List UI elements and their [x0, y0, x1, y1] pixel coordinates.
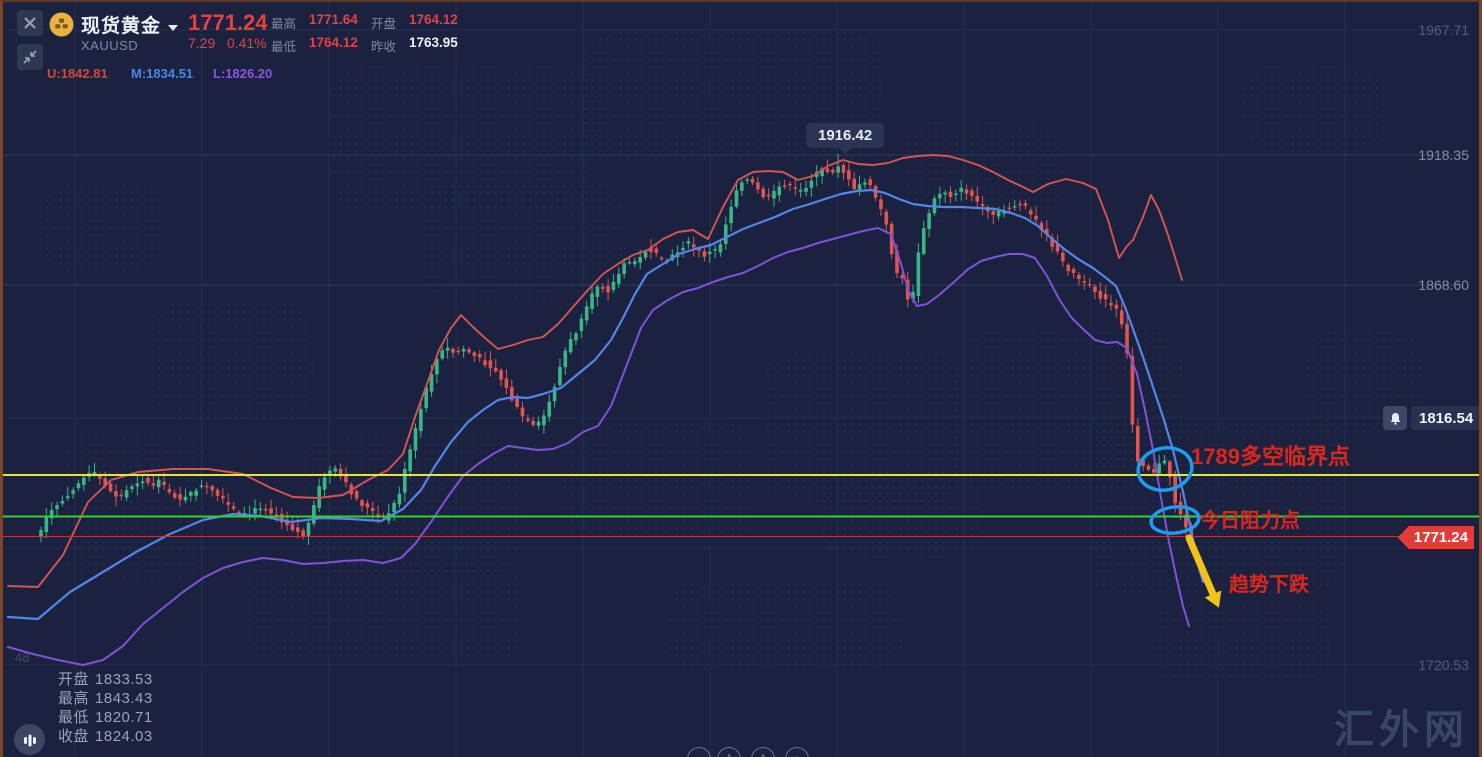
ohlc-high-row: 最高 1843.43	[58, 687, 159, 707]
axis-label-1720: 1720.53	[1418, 657, 1469, 673]
symbol-code: XAUUSD	[81, 38, 139, 53]
ohlc-high-label: 最高	[58, 690, 90, 707]
ohlc-close-row: 收盘 1824.03	[58, 725, 159, 745]
close-icon	[24, 17, 36, 29]
ohlc-low-value: 1820.71	[95, 709, 153, 726]
last-price: 1771.24	[188, 10, 268, 35]
axis-label-1967: 1967.71	[1418, 22, 1469, 38]
site-watermark: 汇外网	[1334, 708, 1469, 752]
annotation-resistance: 今日阻力点	[1200, 510, 1300, 532]
ohlc-open-label: 开盘	[58, 671, 90, 688]
ohlc-low-row: 最低 1820.71	[58, 706, 159, 726]
peak-price-value: 1916.42	[818, 127, 873, 144]
axis-label-1868: 1868.60	[1418, 277, 1469, 293]
peak-price-tooltip: 1916.42	[806, 123, 885, 154]
ohlc-open-row: 开盘 1833.53	[58, 668, 159, 688]
boll-middle-readout: M:1834.51	[131, 66, 194, 81]
stat-prevclose-label: 昨收	[371, 40, 397, 54]
indicator-settings-button[interactable]	[14, 724, 45, 755]
axis-label-1918: 1918.35	[1418, 147, 1469, 163]
ohlc-low-label: 最低	[58, 709, 90, 726]
ohlc-panel: 开盘 1833.53 最高 1843.43 最低 1820.71 收盘 1824.03	[58, 668, 159, 745]
annotation-trend-down: 趋势下跌	[1229, 574, 1309, 596]
stray-label: 48	[15, 650, 30, 665]
current-price-tag: 1771.24	[1397, 526, 1474, 549]
collapse-button[interactable]	[17, 44, 43, 70]
stat-open-label: 开盘	[371, 17, 397, 31]
stat-prevclose-value: 1763.95	[409, 35, 458, 50]
ohlc-close-value: 1824.03	[95, 728, 153, 745]
stat-high-value: 1771.64	[309, 12, 358, 27]
boll-upper-readout: U:1842.81	[47, 66, 108, 81]
stat-high-label: 最高	[271, 17, 297, 31]
chevron-down-icon	[168, 24, 179, 31]
bell-icon	[1390, 412, 1400, 425]
symbol-name: 现货黄金	[81, 16, 162, 37]
stat-low-label: 最低	[271, 40, 297, 54]
bar-chart-icon	[23, 734, 36, 746]
ohlc-open-value: 1833.53	[95, 671, 153, 688]
ohlc-close-label: 收盘	[58, 728, 90, 745]
price-change: 7.29 0.41%	[188, 35, 267, 51]
annotation-critical-level: 1789多空临界点	[1191, 444, 1350, 469]
boll-lower-readout: L:1826.20	[213, 66, 273, 81]
close-button[interactable]	[17, 10, 43, 36]
change-percent: 0.41%	[226, 35, 267, 51]
stat-open-value: 1764.12	[409, 12, 458, 27]
symbol-selector[interactable]: 现货黄金	[81, 11, 179, 38]
collapse-arrows-icon	[23, 50, 37, 64]
ohlc-high-value: 1843.43	[95, 690, 153, 707]
alert-price-chip[interactable]: 1816.54	[1411, 406, 1479, 430]
current-price-value: 1771.24	[1413, 529, 1468, 546]
candlestick-chart-canvas[interactable]	[3, 2, 1482, 757]
alert-price-value: 1816.54	[1419, 409, 1474, 427]
gold-coin-icon	[49, 12, 74, 37]
stat-low-value: 1764.12	[309, 35, 358, 50]
change-value: 7.29	[188, 35, 216, 51]
alert-bell-button[interactable]	[1383, 406, 1407, 430]
